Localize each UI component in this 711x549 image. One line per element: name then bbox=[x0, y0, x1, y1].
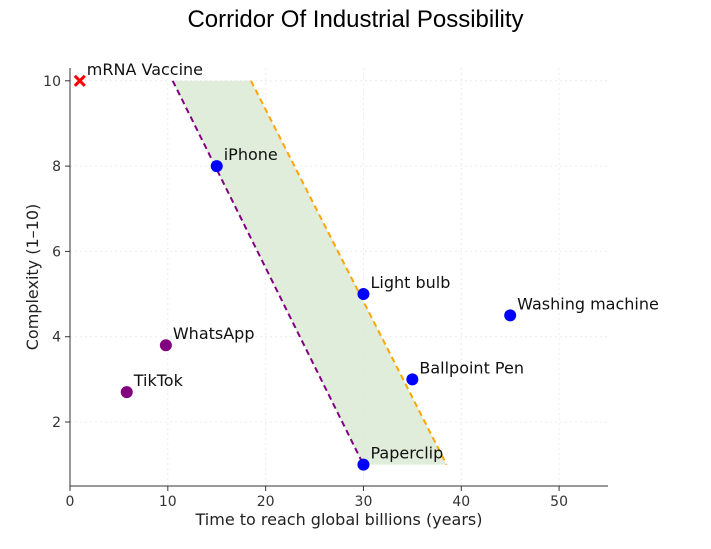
y-tick-label: 2 bbox=[52, 415, 61, 431]
point-label: Light bulb bbox=[370, 273, 450, 292]
x-tick-label: 50 bbox=[550, 494, 568, 510]
point-label: Paperclip bbox=[370, 444, 443, 463]
corridor-fill bbox=[172, 80, 447, 465]
axes bbox=[69, 68, 608, 487]
tick-labels: 0 10 20 30 40 50 2 4 6 8 10 bbox=[43, 74, 568, 510]
corridor-right-line bbox=[250, 80, 448, 466]
point-marker bbox=[159, 339, 172, 352]
point-marker bbox=[406, 373, 419, 386]
point-label: mRNA Vaccine bbox=[87, 60, 203, 79]
point-label: TikTok bbox=[133, 371, 184, 390]
x-tick-label: 30 bbox=[355, 494, 373, 510]
point-marker bbox=[357, 288, 370, 301]
x-tick-label: 0 bbox=[66, 494, 75, 510]
y-tick-label: 6 bbox=[52, 244, 61, 260]
point-label: iPhone bbox=[224, 145, 278, 164]
x-tick-label: 10 bbox=[159, 494, 177, 510]
x-tick-label: 20 bbox=[257, 494, 275, 510]
corridor-left-line bbox=[171, 80, 365, 466]
point-label: Washing machine bbox=[517, 294, 659, 313]
y-tick-label: 8 bbox=[52, 159, 61, 175]
y-tick-label: 10 bbox=[43, 74, 61, 90]
x-axis-label: Time to reach global billions (years) bbox=[195, 510, 483, 529]
point-marker bbox=[210, 160, 223, 173]
x-tick-label: 40 bbox=[452, 494, 470, 510]
point-marker-x bbox=[73, 74, 86, 87]
point-marker bbox=[504, 309, 517, 322]
y-axis-label: Complexity (1–10) bbox=[23, 204, 42, 350]
point-label: Ballpoint Pen bbox=[419, 358, 524, 377]
point-marker-stroke bbox=[73, 74, 86, 87]
y-tick-label: 4 bbox=[52, 330, 61, 346]
point-label: WhatsApp bbox=[173, 324, 255, 343]
point-marker bbox=[120, 386, 133, 399]
corridor-band bbox=[171, 80, 448, 466]
chart-title: Corridor Of Industrial Possibility bbox=[187, 6, 524, 33]
point-marker bbox=[357, 458, 370, 471]
data-points: mRNA Vaccine iPhone Light bulb Washing mach… bbox=[73, 60, 659, 471]
